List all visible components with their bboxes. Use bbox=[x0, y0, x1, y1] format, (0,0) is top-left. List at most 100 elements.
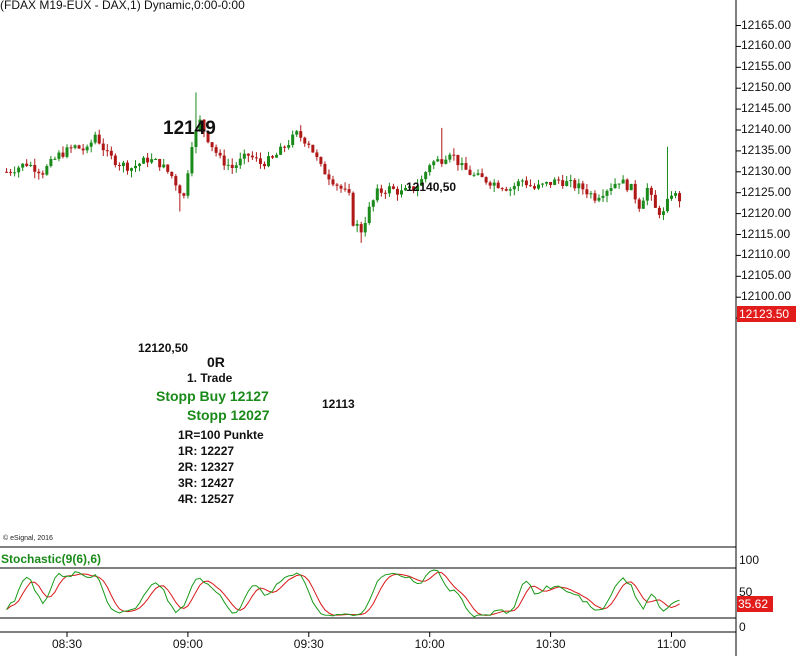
candle-body bbox=[17, 167, 21, 173]
candle-body bbox=[138, 163, 142, 166]
candle-body bbox=[621, 179, 625, 184]
candle-body bbox=[387, 186, 391, 194]
candle-body bbox=[424, 172, 428, 180]
price-tick-label: 12120.00 bbox=[741, 205, 792, 220]
candle-body bbox=[661, 211, 665, 215]
candle-body bbox=[178, 185, 182, 194]
candle-body bbox=[609, 188, 613, 191]
candle-body bbox=[541, 183, 545, 185]
candle-body bbox=[516, 181, 520, 187]
candle-body bbox=[303, 137, 307, 144]
candle-body bbox=[379, 188, 383, 193]
candle-body bbox=[61, 152, 65, 157]
candle-body bbox=[399, 190, 403, 195]
trade-label: 1. Trade bbox=[187, 371, 233, 385]
candle-body bbox=[573, 180, 577, 189]
candle-body bbox=[625, 179, 629, 191]
candle-body bbox=[444, 159, 448, 164]
candle-body bbox=[150, 159, 154, 163]
candle-body bbox=[283, 146, 287, 148]
time-axis-ticks bbox=[66, 632, 672, 637]
candle-body bbox=[49, 158, 53, 167]
candle-body bbox=[408, 186, 412, 188]
candle-body bbox=[13, 172, 17, 174]
r2-target-label: 2R: 12327 bbox=[178, 460, 235, 474]
candle-body bbox=[468, 169, 472, 175]
candle-body bbox=[670, 195, 673, 199]
candle-body bbox=[375, 188, 379, 201]
candle-body bbox=[267, 156, 270, 167]
candle-body bbox=[391, 186, 395, 189]
candle-body bbox=[158, 159, 162, 168]
candle-body bbox=[198, 119, 202, 130]
candle-body bbox=[246, 153, 250, 156]
candle-body bbox=[504, 189, 508, 191]
candle-body bbox=[242, 153, 246, 159]
candle-body bbox=[295, 131, 299, 135]
candle-body bbox=[271, 156, 275, 158]
candle-body bbox=[53, 158, 57, 160]
price-tick-label: 12105.00 bbox=[741, 268, 792, 283]
candle-body bbox=[553, 179, 557, 185]
candle-body bbox=[307, 143, 311, 145]
candle-body bbox=[404, 187, 408, 191]
candle-body bbox=[210, 142, 214, 148]
candle-body bbox=[226, 164, 230, 166]
price-tick-label: 12140.00 bbox=[741, 122, 792, 136]
candle-body bbox=[323, 163, 327, 175]
candle-body bbox=[581, 183, 585, 190]
candle-body bbox=[206, 131, 210, 143]
candle-body bbox=[238, 158, 242, 166]
candle-body bbox=[569, 180, 573, 182]
candle-body bbox=[319, 157, 323, 164]
candle-body bbox=[41, 173, 45, 175]
candle-body bbox=[448, 154, 452, 160]
time-tick-label: 11:00 bbox=[656, 637, 687, 651]
stochastic-tick-0: 0 bbox=[739, 620, 746, 634]
candle-body bbox=[359, 224, 363, 233]
candle-body bbox=[162, 164, 166, 168]
candle-body bbox=[674, 193, 678, 196]
r4-target-label: 4R: 12527 bbox=[178, 492, 235, 506]
candle-body bbox=[363, 223, 367, 233]
candle-body bbox=[464, 163, 468, 170]
price-tick-label: 12165.00 bbox=[741, 17, 792, 32]
candle-body bbox=[496, 182, 500, 189]
low-price-label: 12120,50 bbox=[138, 341, 189, 355]
risk-label: 0R bbox=[207, 354, 225, 370]
candle-body bbox=[73, 145, 77, 148]
price-tick-label: 12155.00 bbox=[741, 59, 792, 74]
candle-body bbox=[537, 184, 541, 189]
candle-body bbox=[440, 159, 444, 164]
candle-body bbox=[234, 165, 238, 169]
stochastic-tick-50: 50 bbox=[739, 585, 753, 599]
candle-body bbox=[109, 150, 113, 156]
candle-body bbox=[57, 152, 61, 159]
candle-body bbox=[524, 180, 528, 186]
candle-body bbox=[97, 134, 101, 144]
candle-body bbox=[33, 164, 37, 172]
price-tick-label: 12110.00 bbox=[741, 247, 791, 262]
stochastic-tick-100: 100 bbox=[739, 553, 760, 567]
candle-body bbox=[250, 155, 254, 158]
candle-body bbox=[202, 119, 206, 132]
candle-body bbox=[492, 182, 496, 186]
candle-body bbox=[45, 166, 49, 175]
stochastic-k-line bbox=[6, 569, 680, 618]
stochastic-label: Stochastic(9(6),6) bbox=[1, 552, 102, 566]
candle-body bbox=[327, 174, 331, 180]
candle-body bbox=[500, 188, 504, 190]
stochastic-d-path bbox=[6, 571, 680, 616]
price-axis-ticks bbox=[736, 25, 741, 319]
candle-body bbox=[629, 183, 633, 191]
candle-body bbox=[182, 193, 186, 196]
candle-body bbox=[142, 157, 146, 164]
candle-body bbox=[476, 173, 480, 175]
candle-body bbox=[93, 134, 97, 143]
price-tick-label: 12130.00 bbox=[741, 163, 792, 178]
candle-body bbox=[146, 157, 150, 163]
r3-target-label: 3R: 12427 bbox=[178, 476, 235, 490]
swing-high-label: 12140,50 bbox=[406, 180, 457, 194]
price-tick-label: 12145.00 bbox=[741, 101, 792, 116]
